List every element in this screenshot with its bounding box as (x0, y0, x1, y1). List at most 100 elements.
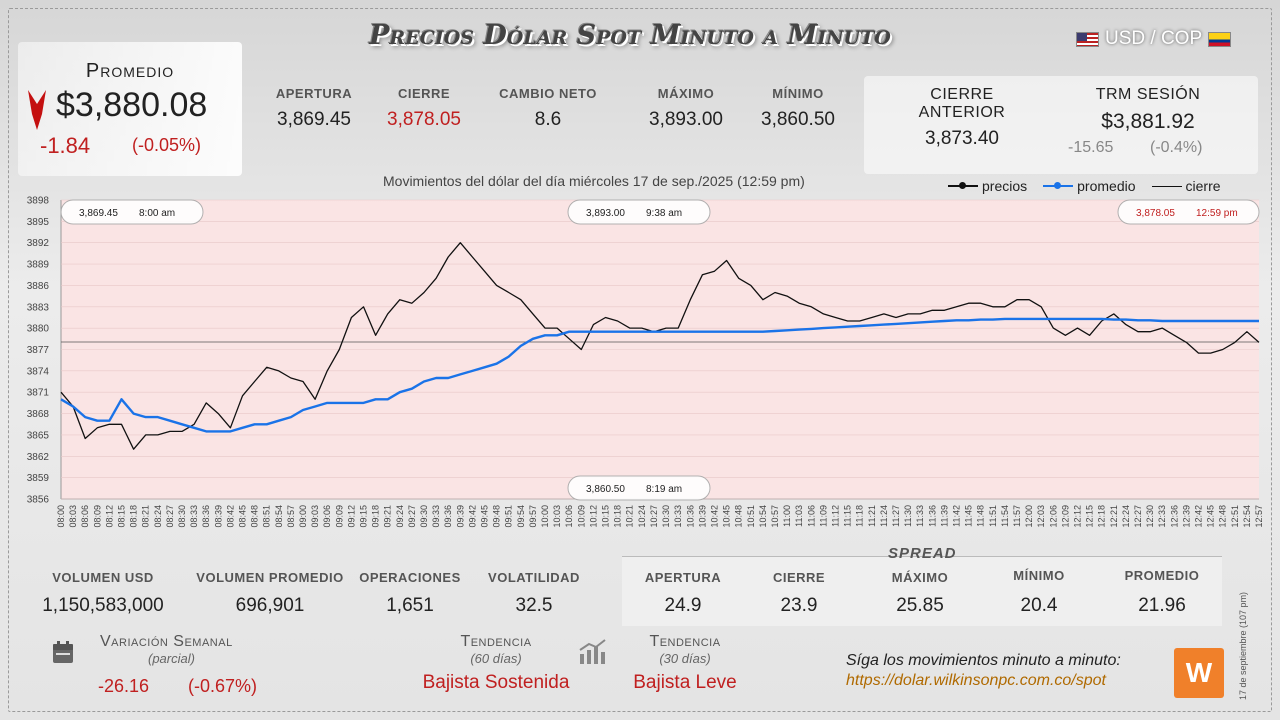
x-tick-label: 08:03 (68, 505, 78, 528)
x-tick-label: 09:30 (419, 505, 429, 528)
x-tick-label: 08:30 (177, 505, 187, 528)
average-change: -1.84 (40, 133, 91, 158)
x-tick-label: 10:06 (564, 505, 574, 528)
x-tick-label: 11:27 (891, 505, 901, 527)
x-tick-label: 12:09 (1060, 505, 1070, 528)
x-tick-label: 08:42 (225, 505, 235, 528)
stat-label: APERTURA (644, 570, 722, 585)
y-tick-label: 3898 (27, 196, 50, 207)
x-tick-label: 09:57 (528, 505, 538, 528)
weekly-pct: (-0.67%) (188, 676, 258, 696)
stat-value: 1,651 (386, 595, 434, 616)
x-tick-label: 09:18 (371, 505, 381, 528)
x-tick-label: 10:45 (722, 505, 732, 528)
us-flag-icon (1076, 31, 1099, 47)
series-line-promedio (60, 317, 1259, 433)
x-tick-label: 10:21 (625, 505, 635, 528)
annotation-box (60, 199, 204, 225)
x-tick-label: 08:09 (92, 505, 102, 528)
annotation-time: 12:59 pm (1196, 208, 1238, 219)
x-tick-label: 11:18 (855, 505, 865, 527)
y-tick-label: 3859 (27, 473, 50, 484)
x-tick-label: 12:39 (1181, 505, 1191, 528)
x-tick-label: 09:36 (443, 505, 453, 528)
y-tick-label: 3856 (27, 495, 50, 506)
x-tick-label: 10:09 (576, 505, 586, 528)
x-tick-label: 11:33 (915, 505, 925, 527)
page-frame (8, 8, 1272, 712)
y-tick-label: 3886 (27, 281, 50, 292)
average-value: $3,880.08 (56, 86, 208, 124)
wilkinson-logo[interactable]: W (1174, 648, 1224, 698)
stat-cierre: CIERRE 3,878.05 (376, 86, 472, 131)
stat-value: 24.9 (664, 595, 702, 616)
x-tick-label: 08:15 (117, 505, 127, 528)
x-tick-label: 11:36 (927, 505, 937, 527)
stat-value: 3,893.00 (649, 109, 723, 130)
y-tick-label: 3889 (27, 260, 50, 271)
annotation-value: 3,869.45 (79, 208, 118, 219)
stat-value: 20.4 (1020, 595, 1058, 616)
stat-label: MÍNIMO (1013, 568, 1065, 583)
legend-swatch-cierre (1151, 185, 1182, 187)
x-tick-label: 09:00 (298, 505, 308, 528)
stat-label: MÁXIMO (891, 570, 949, 585)
x-tick-label: 09:24 (395, 505, 405, 528)
legend-label: promedio (1077, 178, 1136, 194)
stat-value: 8.6 (534, 109, 562, 130)
x-tick-label: 10:18 (613, 505, 623, 528)
series-line-precios (60, 242, 1260, 450)
stat-label: PROMEDIO (1124, 568, 1200, 583)
x-tick-label: 10:48 (734, 505, 744, 528)
annotation-box (1117, 199, 1260, 225)
trend-label: Tendencia (649, 633, 721, 650)
stat-label: CIERRE ANTERIOR (918, 86, 1006, 121)
x-tick-label: 11:12 (830, 505, 840, 527)
legend-label: precios (982, 178, 1028, 194)
x-tick-label: 12:21 (1109, 505, 1119, 528)
x-tick-label: 10:15 (601, 505, 611, 528)
x-tick-label: 08:54 (274, 505, 284, 528)
weekly-value: -26.16 (98, 676, 150, 696)
legend-item-cierre: cierre (1151, 178, 1221, 194)
stat-label: MÍNIMO (772, 86, 824, 101)
x-tick-label: 09:12 (346, 505, 356, 528)
x-tick-label: 10:54 (758, 505, 768, 528)
trend-60: Tendencia (60 días) Bajista Sostenida (410, 633, 582, 694)
stat-cierre-anterior: CIERRE ANTERIOR 3,873.40 (888, 86, 1036, 150)
x-tick-label: 09:48 (492, 505, 502, 528)
trend-30: Tendencia (30 días) Bajista Leve (620, 633, 750, 694)
page-title: Precios Dólar Spot Minuto a Minuto (369, 20, 891, 51)
colombia-flag-icon (1208, 31, 1232, 47)
x-tick-label: 12:27 (1133, 505, 1143, 528)
spread-maximo: MÁXIMO 25.85 (880, 570, 960, 617)
x-tick-label: 09:39 (455, 505, 465, 528)
annotation-box (567, 199, 711, 225)
stat-label: TRM SESIÓN (1095, 86, 1201, 103)
trend-value: Bajista Leve (633, 672, 737, 693)
x-tick-label: 09:09 (334, 505, 344, 528)
weekly-label: Variación Semanal (100, 633, 233, 650)
x-tick-label: 11:06 (806, 505, 816, 527)
x-tick-label: 08:24 (153, 505, 163, 528)
trm-change: -15.65 (1068, 139, 1114, 156)
follow-text: Síga los movimientos minuto a minuto: (846, 652, 1121, 669)
x-tick-label: 08:12 (104, 505, 114, 528)
x-tick-label: 10:51 (746, 505, 756, 528)
x-tick-label: 11:09 (818, 505, 828, 527)
x-tick-label: 10:39 (697, 505, 707, 528)
y-tick-label: 3862 (27, 452, 50, 463)
x-tick-label: 09:33 (431, 505, 441, 528)
annotation-value: 3,860.50 (586, 484, 625, 495)
stat-value: 696,901 (235, 595, 305, 616)
pair-label: USD / COP (1105, 28, 1203, 49)
legend-label: cierre (1185, 178, 1221, 194)
spread-promedio: PROMEDIO 21.96 (1120, 568, 1204, 617)
x-tick-label: 12:54 (1242, 505, 1252, 528)
spread-title: SPREAD (888, 545, 957, 562)
vertical-date: 17 de septiembre (107 pm) (1238, 591, 1248, 700)
stat-value: 3,878.05 (387, 109, 461, 130)
site-link[interactable]: https://dolar.wilkinsonpc.com.co/spot (846, 672, 1106, 689)
x-tick-label: 08:33 (189, 505, 199, 528)
x-tick-label: 12:18 (1097, 505, 1107, 528)
